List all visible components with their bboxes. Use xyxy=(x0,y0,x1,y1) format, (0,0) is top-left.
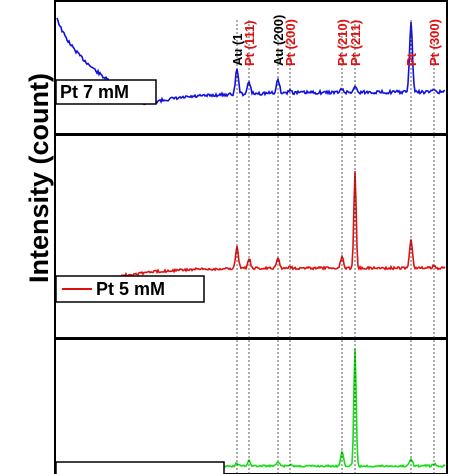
reference-label: Pt (210) xyxy=(335,19,350,66)
y-axis-label: Intensity (count) xyxy=(24,73,54,283)
reference-label: Pt (200) xyxy=(283,19,298,66)
legend-label: Pt 7 mM xyxy=(60,82,129,102)
reference-label: Pt (111) xyxy=(242,20,257,66)
reference-label: Pt (211) xyxy=(348,20,363,66)
legend-box xyxy=(55,79,157,105)
legend-label: Pt 5 mM xyxy=(96,279,165,299)
reference-label: Pt (300) xyxy=(427,19,442,66)
reference-label: Au (200) xyxy=(271,15,286,66)
reference-label: Pt xyxy=(404,52,419,66)
legend-box xyxy=(55,461,225,474)
reference-label: Au (1 xyxy=(230,34,245,67)
panel-frame xyxy=(54,338,448,474)
